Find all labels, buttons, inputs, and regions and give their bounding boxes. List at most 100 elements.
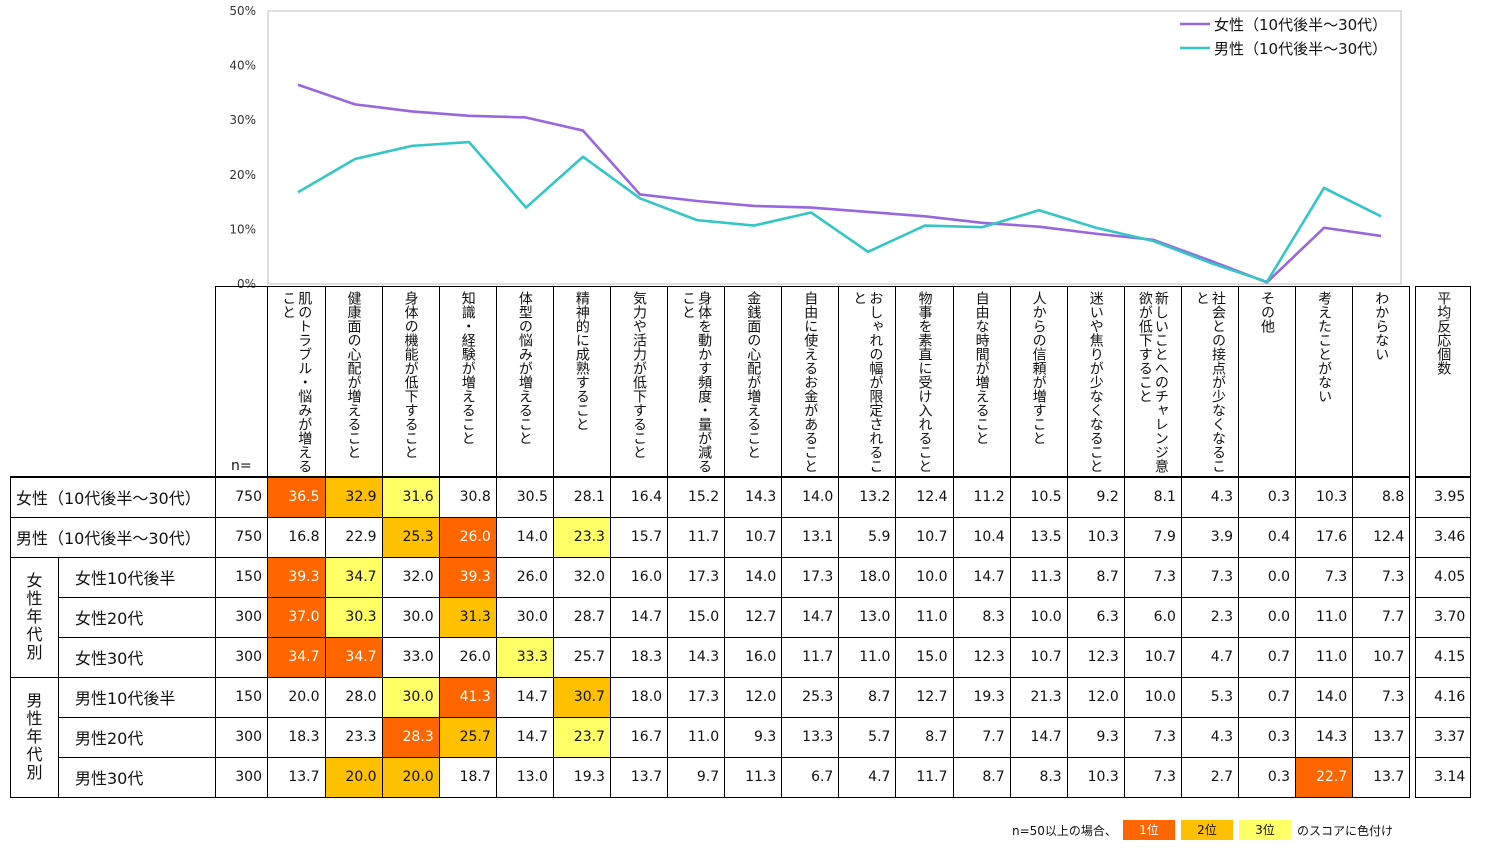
- header-blank: [11, 287, 216, 478]
- row-label: 男性（10代後半～30代）: [10, 516, 216, 558]
- table-cell: 11.0: [1295, 596, 1354, 638]
- table-cell: 13.2: [838, 476, 897, 518]
- table-cell: 20.0: [267, 676, 326, 718]
- y-tick-label: 40%: [229, 59, 256, 73]
- table-cell: 14.7: [495, 716, 554, 758]
- table-cell: 19.3: [952, 676, 1011, 718]
- table-cell: 20.0: [381, 756, 440, 798]
- table-cell: 18.7: [438, 756, 497, 798]
- table-cell: 16.0: [609, 556, 669, 598]
- table-cell: 37.0: [267, 596, 326, 638]
- table-cell: 6.0: [1123, 596, 1182, 638]
- plot-area-border: [267, 10, 1402, 285]
- table-cell: 13.1: [781, 516, 840, 558]
- table-cell: 31.3: [438, 596, 497, 638]
- table-cell: 12.4: [1352, 516, 1411, 558]
- table-cell: 13.7: [1352, 756, 1411, 798]
- column-header-text: おしゃれの幅が限定されること: [851, 291, 884, 473]
- column-header-text: 知識・経験が増えること: [459, 291, 476, 445]
- column-header: 人からの信頼が増すこと: [1009, 286, 1068, 478]
- table-cell: 6.7: [781, 756, 840, 798]
- chart-legend: 女性（10代後半～30代） 男性（10代後半～30代）: [1180, 16, 1387, 58]
- table-cell: 8.7: [838, 676, 897, 718]
- table-cell: 18.3: [609, 636, 669, 678]
- legend-label-2: 男性（10代後半～30代）: [1214, 40, 1387, 58]
- table-cell: 10.7: [1352, 636, 1411, 678]
- table-cell: 10.4: [952, 516, 1011, 558]
- footnote-suffix: のスコアに色付け: [1296, 823, 1393, 838]
- table-cell: 28.0: [324, 676, 383, 718]
- gap-cell: [1409, 477, 1416, 517]
- table-cell: 8.7: [895, 716, 954, 758]
- table-cell: 0.7: [1237, 636, 1297, 678]
- table-cell: 0.3: [1237, 756, 1297, 798]
- table-cell: 14.0: [1295, 676, 1354, 718]
- table-cell: 10.0: [1009, 596, 1068, 638]
- avg-header-text: 平均反応個数: [1435, 291, 1452, 375]
- table-cell: 26.0: [438, 516, 497, 558]
- y-tick-label: 50%: [229, 4, 256, 18]
- table-row: 男性（10代後半～30代） 750 16.8 22.9 25.3 26.0 14.0 23.3…: [10, 516, 1472, 558]
- table-cell: 12.3: [952, 636, 1011, 678]
- table-cell: 28.7: [552, 596, 611, 638]
- table-cell: 13.7: [267, 756, 326, 798]
- gap-cell: [1409, 557, 1416, 597]
- table-cell: 7.3: [1295, 556, 1354, 598]
- table-cell: 5.7: [838, 716, 897, 758]
- group-label: 女性年代別: [10, 556, 59, 678]
- table-cell: 9.3: [1066, 716, 1125, 758]
- table-cell: 8.8: [1352, 476, 1411, 518]
- column-header-text: 肌のトラブル・悩みが増えること: [280, 291, 313, 473]
- table-cell: 13.5: [1009, 516, 1068, 558]
- column-header-text: 新しいことへのチャレンジ意欲が低下すること: [1136, 291, 1169, 473]
- table-cell: 11.3: [724, 756, 783, 798]
- table-cell: 12.7: [895, 676, 954, 718]
- column-header-text: 気力や活力が低下すること: [631, 291, 648, 459]
- table-cell: 15.2: [667, 476, 726, 518]
- table-cell: 41.3: [438, 676, 497, 718]
- table-cell: 7.3: [1352, 556, 1411, 598]
- table-cell: 11.3: [1009, 556, 1068, 598]
- column-header: 肌のトラブル・悩みが増えること: [267, 286, 326, 478]
- table-cell: 4.3: [1180, 476, 1240, 518]
- column-header-text: 身体を動かす頻度・量が減ること: [680, 291, 713, 473]
- table-cell: 23.3: [324, 716, 383, 758]
- table-cell: 18.3: [267, 716, 326, 758]
- table-cell: 14.0: [724, 556, 783, 598]
- table-cell: 10.3: [1066, 516, 1125, 558]
- column-header: 身体の機能が低下すること: [381, 286, 440, 478]
- column-header-text: 社会との接点が少なくなること: [1193, 291, 1226, 473]
- table-cell: 8.3: [1009, 756, 1068, 798]
- table-cell: 7.3: [1123, 716, 1182, 758]
- y-axis-ticks: 0%10%20%30%40%50%: [229, 4, 256, 291]
- table-cell: 14.7: [609, 596, 669, 638]
- table-cell: 13.7: [1352, 716, 1411, 758]
- table-cell: 21.3: [1009, 676, 1068, 718]
- n-value: 150: [215, 676, 268, 718]
- table-cell: 30.7: [552, 676, 611, 718]
- table-cell: 3.9: [1180, 516, 1240, 558]
- table-row: 男性年代別男性10代後半 150 20.0 28.0 30.0 41.3 14.7 30.7 1…: [10, 676, 1472, 798]
- table-cell: 5.9: [838, 516, 897, 558]
- table-cell: 0.0: [1237, 556, 1297, 598]
- table-cell: 32.0: [552, 556, 611, 598]
- column-header-text: 身体の機能が低下すること: [402, 291, 419, 459]
- table-cell: 19.3: [552, 756, 611, 798]
- column-header: 精神的に成熟すること: [552, 286, 611, 478]
- table-cell: 16.8: [267, 516, 326, 558]
- table-cell: 30.5: [495, 476, 554, 518]
- table-cell: 11.2: [952, 476, 1011, 518]
- table-cell: 33.0: [381, 636, 440, 678]
- row-label: 女性30代: [58, 636, 216, 678]
- table-cell: 0.7: [1237, 676, 1297, 718]
- table-cell: 15.7: [609, 516, 669, 558]
- gap-cell: [1409, 286, 1416, 477]
- column-header-text: 人からの信頼が増すこと: [1030, 291, 1047, 445]
- row-label: 女性10代後半: [58, 556, 216, 598]
- gap-cell: [1409, 717, 1416, 757]
- table-cell: 7.3: [1180, 556, 1240, 598]
- column-header-text: わからない: [1373, 291, 1390, 361]
- gap-cell: [1409, 597, 1416, 637]
- column-header-text: 健康面の心配が増えること: [345, 291, 362, 459]
- table-cell: 23.3: [552, 516, 611, 558]
